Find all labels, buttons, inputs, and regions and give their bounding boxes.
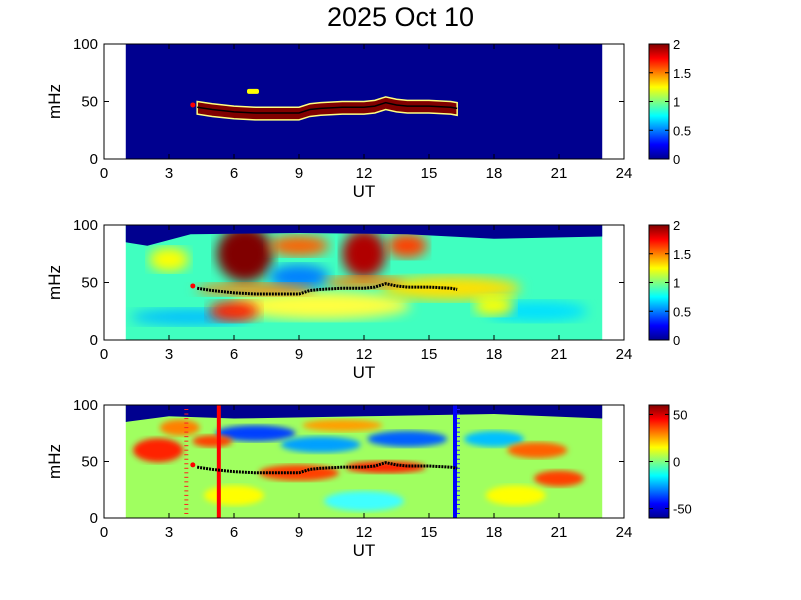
power-blob (464, 430, 524, 447)
power-blob (192, 435, 233, 448)
y-tick-label: 100 (73, 397, 98, 414)
power-blob (269, 235, 329, 256)
power-blob (159, 419, 200, 436)
x-tick-label: 18 (486, 524, 503, 541)
x-tick-label: 21 (551, 524, 568, 541)
panel-3: 0 3 6 9 12 15 18 21 24 0 50 100 UT mHz -50 0 50 (45, 397, 692, 560)
x-tick-label: 3 (165, 524, 173, 541)
x-tick-label: 9 (295, 165, 303, 182)
y-tick-label: 0 (90, 332, 98, 349)
noise-floor-region (125, 225, 603, 246)
start-marker (190, 462, 196, 468)
x-tick-label: 6 (230, 346, 238, 363)
y-tick-label: 50 (81, 275, 98, 292)
peak-frequency-track (196, 461, 458, 475)
x-tick-label: 12 (356, 346, 373, 363)
chart-title: 2025 Oct 10 (326, 2, 475, 32)
colorbar-tick-label: 1.5 (673, 247, 691, 262)
power-blob (204, 485, 264, 506)
power-blob (280, 436, 361, 453)
spectrogram-image (125, 405, 603, 518)
power-blob (215, 425, 296, 442)
colorbar-tick-label: 1 (673, 276, 680, 291)
panel-2: 0 3 6 9 12 15 18 21 24 0 50 100 UT mHz 0 0.5 1 1.5 2 (45, 217, 691, 382)
x-tick-label: 15 (421, 165, 438, 182)
y-axis-label: mHz (45, 84, 64, 119)
x-tick-label: 24 (616, 165, 633, 182)
x-tick-label: 0 (100, 524, 108, 541)
y-tick-label: 50 (81, 94, 98, 111)
colorbar-tick-label: 0 (673, 455, 680, 470)
x-tick-label: 3 (165, 346, 173, 363)
y-tick-label: 0 (90, 151, 98, 168)
colorbar-tick-label: 0 (673, 152, 680, 167)
colorbar-tick-label: 0.5 (673, 123, 691, 138)
power-blob (342, 229, 386, 278)
y-tick-label: 50 (81, 454, 98, 471)
power-blob (247, 88, 259, 94)
x-tick-label: 15 (421, 346, 438, 363)
power-blob (302, 419, 383, 432)
x-tick-label: 24 (616, 524, 633, 541)
colorbar-tick-label: 0.5 (673, 304, 691, 319)
x-tick-label: 24 (616, 346, 633, 363)
x-tick-label: 21 (551, 165, 568, 182)
power-blob (216, 225, 273, 282)
power-blob (149, 247, 189, 272)
x-tick-label: 12 (356, 165, 373, 182)
x-tick-label: 6 (230, 165, 238, 182)
x-tick-label: 6 (230, 524, 238, 541)
spectrogram-image (125, 225, 603, 340)
power-blob (485, 485, 546, 506)
x-tick-label: 12 (356, 524, 373, 541)
colorbar-tick-label: 50 (673, 407, 687, 422)
power-blob (534, 470, 584, 487)
x-tick-label: 18 (486, 346, 503, 363)
x-tick-label: 0 (100, 165, 108, 182)
power-blob (367, 430, 448, 447)
x-tick-label: 0 (100, 346, 108, 363)
power-blob (345, 461, 426, 474)
peak-frequency-track (197, 101, 458, 114)
colorbar-tick-label: 2 (673, 37, 680, 52)
power-blob (133, 438, 184, 463)
colorbar-tick-label: 2 (673, 218, 680, 233)
x-axis-label: UT (353, 363, 376, 382)
x-tick-label: 3 (165, 165, 173, 182)
power-blob (230, 291, 411, 320)
power-blob (269, 264, 329, 289)
power-blob (507, 442, 568, 459)
x-tick-label: 15 (421, 524, 438, 541)
x-tick-label: 21 (551, 346, 568, 363)
x-axis-label: UT (353, 541, 376, 560)
panel-1: 0 3 6 9 12 15 18 21 24 0 50 100 UT mHz 0 0.5 1 1.5 2 (45, 36, 691, 201)
power-blob (209, 301, 259, 322)
colorbar-tick-label: -50 (673, 502, 692, 517)
x-tick-label: 18 (486, 165, 503, 182)
colorbar-tick-label: 0 (673, 333, 680, 348)
start-marker (190, 283, 196, 289)
x-axis-label: UT (353, 182, 376, 201)
y-axis-label: mHz (45, 444, 64, 479)
peak-frequency-track (196, 282, 458, 296)
y-tick-label: 100 (73, 217, 98, 234)
power-blob (387, 233, 428, 258)
noise-floor-region (125, 405, 603, 422)
power-blob (324, 491, 404, 512)
spectrogram-image (125, 44, 603, 159)
x-tick-label: 9 (295, 346, 303, 363)
start-marker (190, 102, 196, 108)
power-blob (474, 295, 514, 316)
colorbar-tick-label: 1 (673, 95, 680, 110)
colorbar-tick-label: 1.5 (673, 66, 691, 81)
power-blob (324, 276, 404, 289)
y-tick-label: 100 (73, 36, 98, 53)
y-tick-label: 0 (90, 510, 98, 527)
x-tick-label: 9 (295, 524, 303, 541)
y-axis-label: mHz (45, 265, 64, 300)
